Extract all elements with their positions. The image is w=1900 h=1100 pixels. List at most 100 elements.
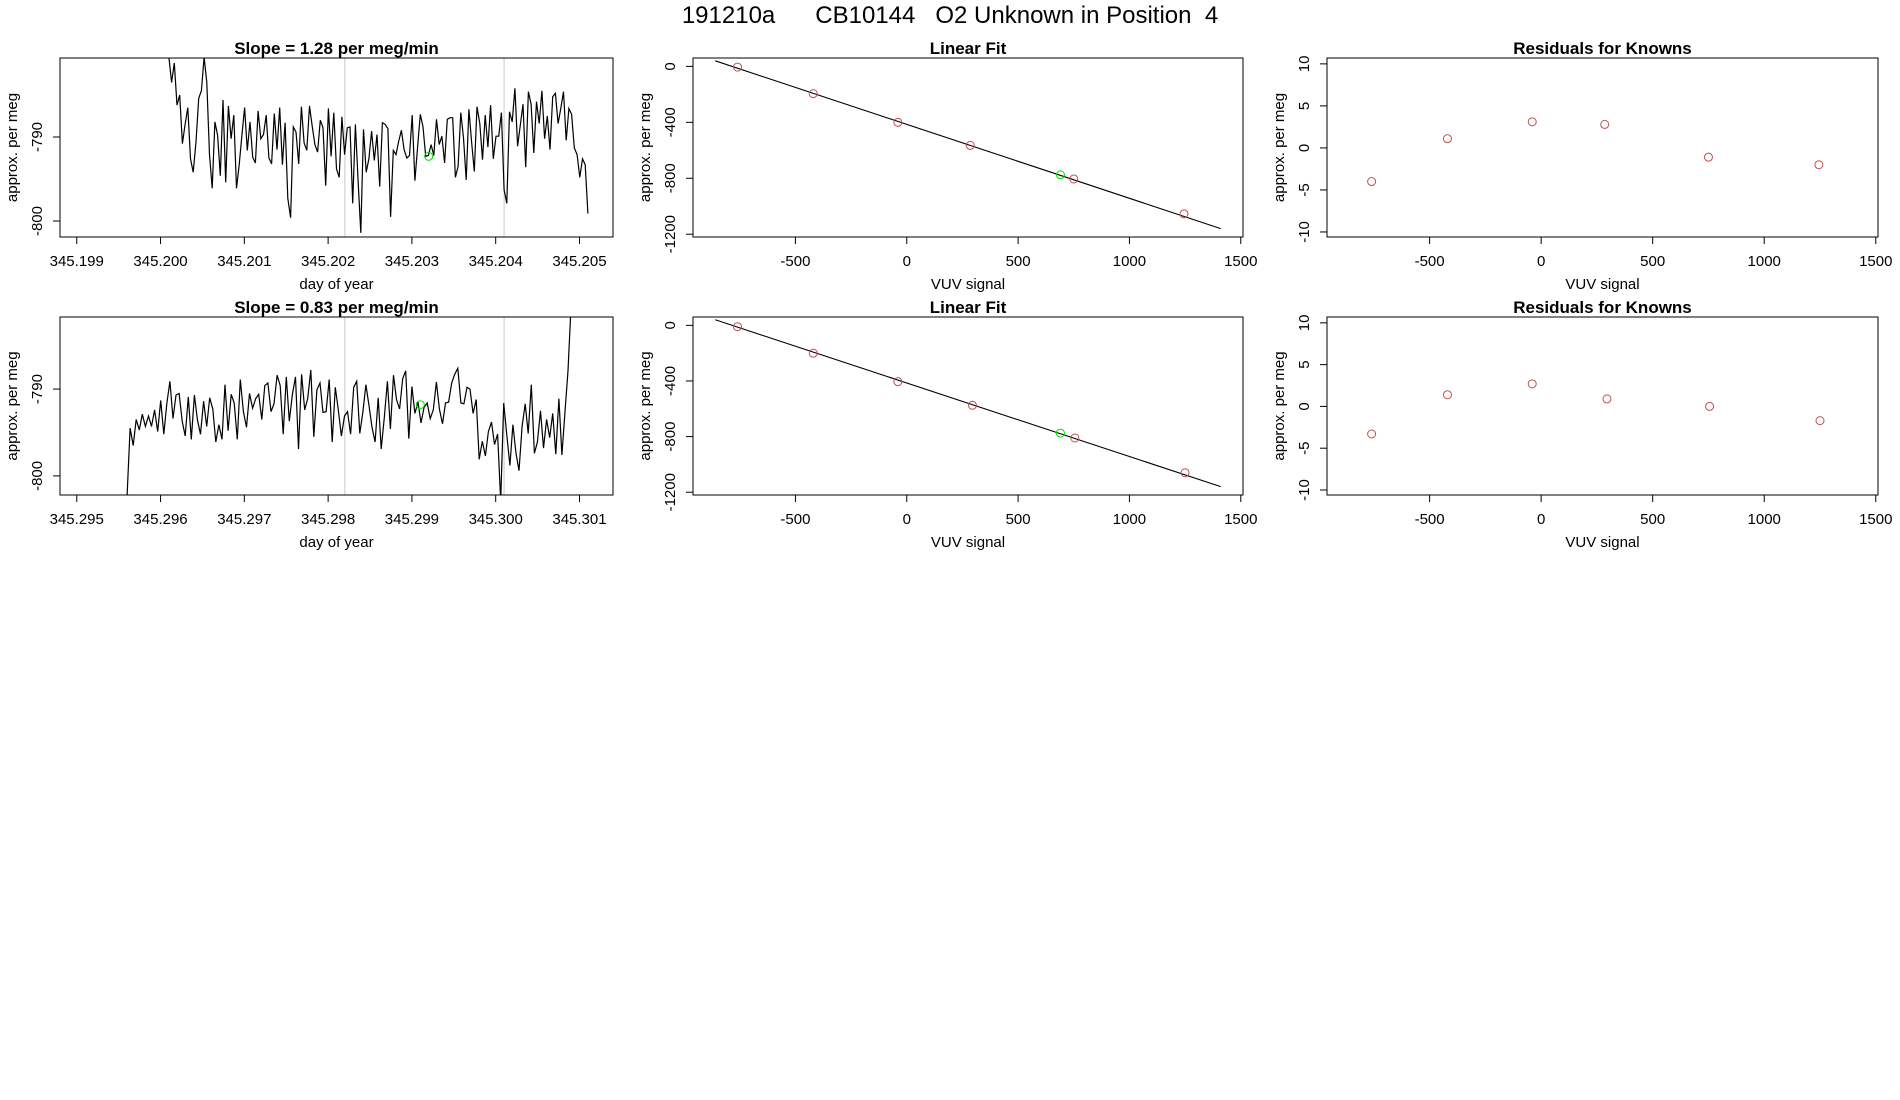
residual-point [1703,152,1713,162]
plot-frame [1326,57,1879,238]
x-tick-label: 500 [1006,253,1031,270]
x-tick-label: 1000 [1113,511,1146,528]
y-tick-label: 5 [1296,102,1313,110]
plot-frame [692,57,1244,238]
x-tick-label: -500 [1415,511,1445,528]
chart-title: Residuals for Knowns [1513,39,1692,58]
plot-frame [59,316,614,496]
y-axis-label: approx. per meg [637,93,654,202]
x-tick-label: 345.204 [469,253,523,270]
x-tick-label: -500 [1415,253,1445,270]
x-tick-label: 345.296 [133,511,187,528]
unknown-point [424,151,434,161]
x-tick-label: 1500 [1859,253,1892,270]
chart-title: Linear Fit [930,298,1007,317]
y-axis-label: approx. per meg [4,93,21,202]
x-tick-label: -500 [780,253,810,270]
plot-frame [692,316,1244,496]
x-tick-label: 345.300 [469,511,523,528]
known-point [808,89,818,99]
residual-point [1602,394,1612,404]
x-tick-label: 0 [903,253,911,270]
page-title: 191210a CB10144 O2 Unknown in Position 4 [681,2,1219,29]
x-tick-label: 1000 [1748,253,1781,270]
residual-point [1815,416,1825,426]
chart-title: Linear Fit [930,39,1007,58]
x-tick-label: 345.201 [217,253,271,270]
y-tick-label: -790 [29,374,46,404]
y-tick-label: 10 [1296,315,1313,332]
y-tick-label: -800 [662,163,679,193]
known-point [1180,468,1190,478]
plot-frame [1326,316,1879,496]
x-tick-label: 0 [1537,253,1545,270]
residual-point [1442,390,1452,400]
x-tick-label: 500 [1640,253,1665,270]
chart-fit2: Linear Fit VUV signal approx. per meg -500 0… [637,298,1257,551]
y-tick-label: 10 [1296,56,1313,73]
unknown-point [1055,428,1065,438]
chart-fit1: Linear Fit VUV signal approx. per meg -500 0… [637,39,1257,293]
y-tick-label: 5 [1296,360,1313,368]
x-axis-label: VUV signal [931,534,1005,551]
y-tick-label: 0 [1296,144,1313,152]
x-tick-label: 345.301 [552,511,606,528]
x-tick-label: 1500 [1859,511,1892,528]
fit-line [715,60,1221,230]
y-tick-label: -5 [1296,183,1313,196]
plot-frame [59,57,614,238]
x-tick-label: 345.205 [552,253,606,270]
unknown-point [1055,170,1065,180]
known-point [1179,209,1189,219]
y-tick-label: -790 [29,122,46,152]
y-tick-label: -400 [662,366,679,396]
known-point [965,140,975,150]
y-tick-label: 0 [662,62,679,70]
residual-point [1814,160,1824,170]
known-point [967,400,977,410]
known-point [893,117,903,127]
known-point [733,322,743,332]
x-tick-label: 345.298 [301,511,355,528]
x-tick-label: 1000 [1748,511,1781,528]
residual-point [1527,117,1537,127]
chart-title: Slope = 0.83 per meg/min [234,298,439,317]
known-point [1069,174,1079,184]
y-tick-label: -800 [29,461,46,491]
known-point [733,62,743,72]
known-point [808,348,818,358]
x-axis-label: VUV signal [1565,276,1639,293]
x-axis-label: VUV signal [1565,534,1639,551]
y-tick-label: -1200 [662,215,679,253]
x-tick-label: 345.295 [50,511,104,528]
y-axis-label: approx. per meg [1271,93,1288,202]
y-axis-label: approx. per meg [4,351,21,460]
x-tick-label: 345.299 [385,511,439,528]
fit-line [715,319,1221,488]
y-tick-label: -5 [1296,442,1313,455]
x-axis-label: day of year [299,276,373,293]
known-point [1070,433,1080,443]
residual-point [1705,401,1715,411]
y-axis-label: approx. per meg [1271,351,1288,460]
x-tick-label: 345.200 [133,253,187,270]
residual-point [1367,429,1377,439]
chart-ts1: Slope = 1.28 per meg/min day of year appro… [4,39,614,293]
known-point [893,377,903,387]
y-tick-label: -800 [29,206,46,236]
x-tick-label: 500 [1006,511,1031,528]
x-tick-label: 0 [903,511,911,528]
chart-res2: Residuals for Knowns VUV signal approx. pe… [1271,298,1892,551]
chart-res1: Residuals for Knowns VUV signal approx. pe… [1271,39,1892,293]
residual-point [1367,177,1377,187]
x-tick-label: 1500 [1224,253,1257,270]
y-tick-label: 0 [662,321,679,329]
y-tick-label: -800 [662,422,679,452]
residual-point [1442,134,1452,144]
y-tick-label: -1200 [662,473,679,511]
x-tick-label: 345.203 [385,253,439,270]
x-tick-label: 1500 [1224,511,1257,528]
unknown-point [415,400,425,410]
x-axis-label: VUV signal [931,276,1005,293]
